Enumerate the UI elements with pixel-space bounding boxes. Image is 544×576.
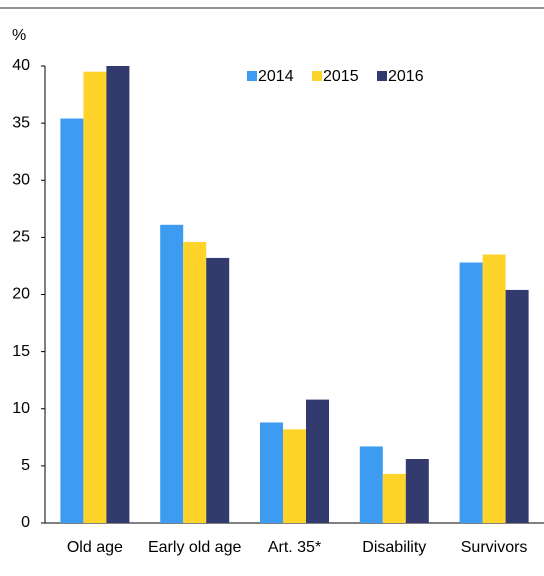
x-tick-label: Early old age [147,539,242,556]
bar [106,66,130,523]
bar [83,71,107,524]
bar [160,224,184,523]
bar [206,257,230,523]
legend-label: 2015 [323,68,359,85]
x-tick-label: Survivors [460,539,528,556]
x-tick-label: Disability [362,539,427,556]
bar [459,262,483,523]
bar [260,422,283,523]
x-tick-label: Art. 35* [267,539,322,556]
legend-label: 2016 [388,68,424,85]
legend-swatch [247,71,257,81]
bar [359,446,383,523]
bar [482,254,506,523]
bar [283,429,306,523]
legend-swatch [312,71,322,81]
y-tick-label: 20 [12,286,30,303]
y-axis-label: % [12,27,26,44]
y-tick-label: 35 [12,114,30,131]
bar [405,459,429,523]
y-tick-label: 15 [12,343,30,360]
bar [382,473,406,523]
y-tick-label: 10 [12,400,30,417]
y-tick-label: 5 [21,457,30,474]
y-tick-label: 25 [12,229,30,246]
bar [306,399,329,523]
bar [60,118,84,524]
y-tick-label: 40 [12,57,30,74]
bar [183,241,207,523]
bar [505,289,529,523]
legend-label: 2014 [258,68,294,85]
y-tick-label: 0 [21,514,30,531]
legend-swatch [377,71,387,81]
y-tick-label: 30 [12,171,30,188]
x-tick-label: Old age [66,539,123,556]
